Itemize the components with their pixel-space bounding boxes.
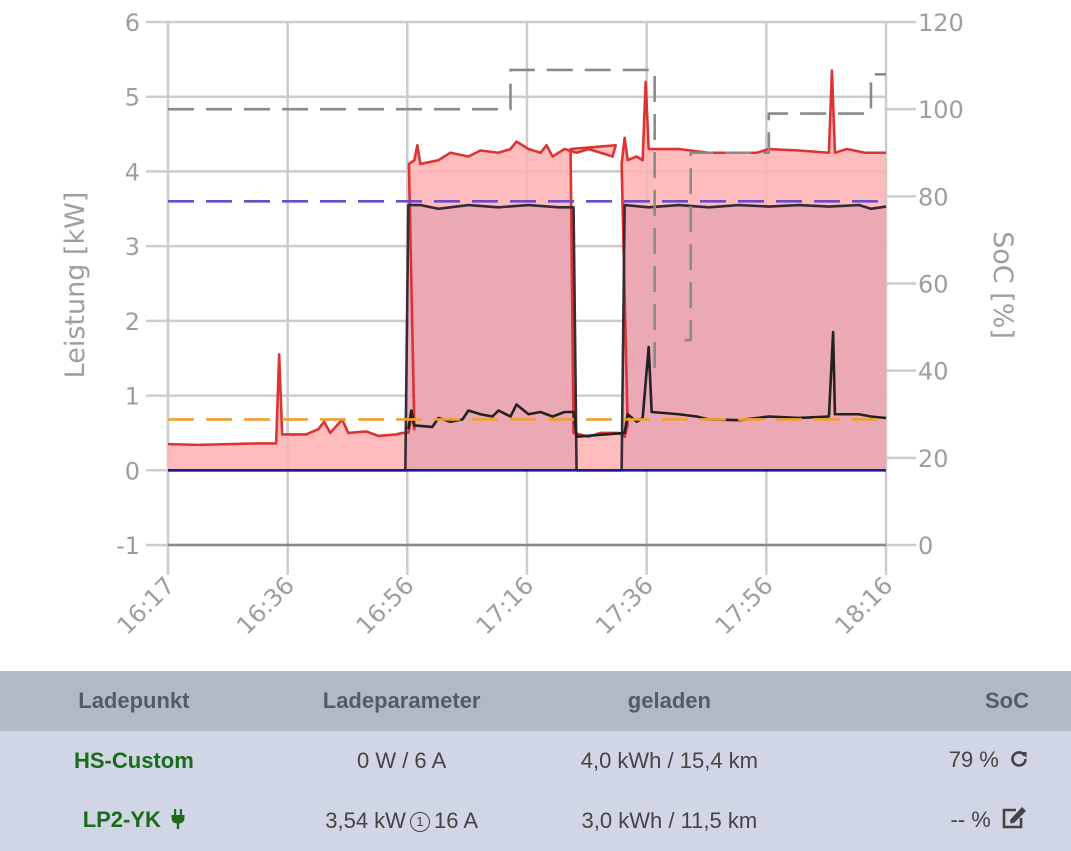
soc-value: 79 % [948,747,999,773]
left-axis-ticks: -1 0 1 2 3 4 5 6 [116,9,168,560]
right-tick-label: 40 [918,358,949,386]
right-tick-label: 20 [918,445,949,473]
charge-current: 16 A [433,808,478,833]
series-line-5 [168,68,661,372]
soc-value: -- % [950,806,991,832]
cell-ladeparameter: 3,54 kW 1 16 A [267,791,536,851]
right-tick-label: 0 [918,532,933,560]
header-geladen: geladen [535,671,804,731]
left-axis-title: Leistung [kW] [60,192,91,379]
series-line-2 [407,330,887,438]
left-tick-label: 6 [125,9,140,37]
chart-lines [167,68,887,547]
right-tick-label: 60 [918,271,949,299]
series-area-1 [168,205,886,471]
right-tick-label: 120 [918,9,964,37]
cell-geladen: 3,0 kWh / 11,5 km [535,791,804,851]
x-tick-label: 17:36 [590,571,659,640]
left-tick-label: -1 [116,532,140,560]
table-header-row: Ladepunkt Ladeparameter geladen SoC [0,671,1071,731]
charge-point-name[interactable]: LP2-YK [82,807,161,833]
x-tick-label: 16:17 [112,571,181,640]
right-tick-label: 100 [918,96,964,124]
table-row: LP2-YK 3,54 kW 1 16 A 3,0 kWh / 11,5 km --… [0,791,1071,851]
charge-point-name[interactable]: HS-Custom [73,748,194,773]
header-soc: SoC [803,671,1071,731]
series-line-6 [684,73,886,342]
left-tick-label: 0 [125,457,140,485]
plug-icon [171,808,185,835]
charge-power: 3,54 kW [325,808,406,833]
x-tick-label: 17:56 [710,571,779,640]
left-tick-label: 2 [125,308,140,336]
right-axis-title: SoC [%] [987,231,1018,339]
chart-areas [168,70,886,471]
x-tick-label: 16:36 [231,571,300,640]
left-tick-label: 5 [125,84,140,112]
header-ladepunkt: Ladepunkt [0,671,268,731]
left-tick-label: 1 [125,383,140,411]
cell-ladeparameter: 0 W / 6 A [267,731,536,791]
right-tick-label: 80 [918,183,949,211]
phase-count-badge: 1 [409,812,430,833]
chart-canvas: -1 0 1 2 3 4 5 6 0 20 40 60 80 100 120 16:17 16:36 16:5… [60,9,1018,640]
x-tick-label: 16:56 [351,571,420,640]
x-axis-ticks: 16:17 16:36 16:56 17:16 17:36 17:56 18:16 [112,571,899,640]
table-row: HS-Custom 0 W / 6 A 4,0 kWh / 15,4 km 79… [0,731,1071,791]
cell-ladepunkt: LP2-YK [0,791,268,851]
cell-soc: -- % [803,791,1071,851]
cell-ladepunkt: HS-Custom [0,731,268,791]
cell-soc: 79 % [803,731,1071,791]
x-tick-label: 17:16 [471,571,540,640]
x-tick-label: 18:16 [830,571,899,640]
charge-point-table: Ladepunkt Ladeparameter geladen SoC HS-C… [0,671,1071,851]
left-tick-label: 3 [125,233,140,261]
header-ladeparameter: Ladeparameter [267,671,536,731]
right-axis-ticks: 0 20 40 60 80 100 120 [886,9,964,560]
edit-icon[interactable] [1001,806,1029,836]
cell-geladen: 4,0 kWh / 15,4 km [535,731,804,791]
refresh-icon[interactable] [1009,749,1029,775]
power-chart: -1 0 1 2 3 4 5 6 0 20 40 60 80 100 120 16:17 16:36 16:5… [60,9,1018,640]
left-tick-label: 4 [125,158,140,186]
